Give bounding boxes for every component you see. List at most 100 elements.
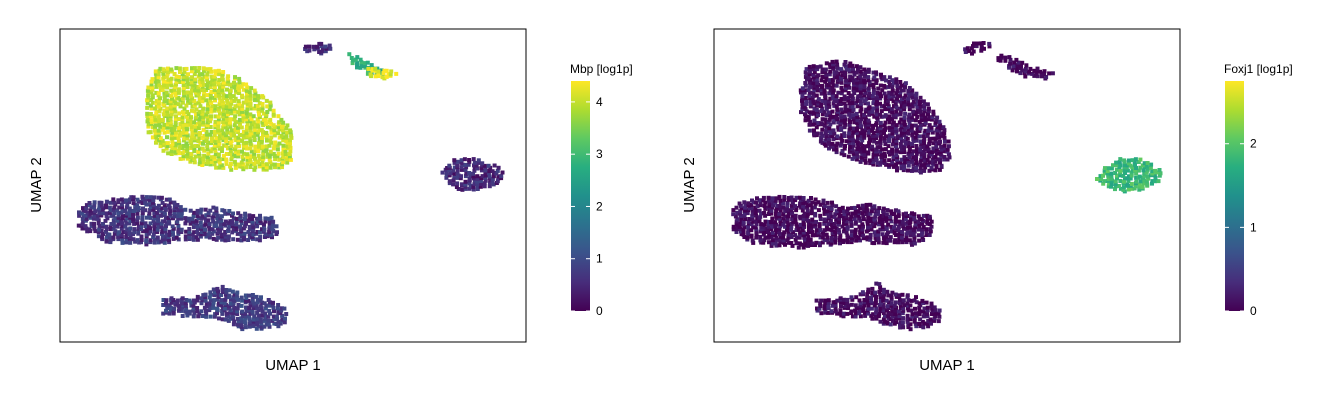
hex-bin xyxy=(93,229,98,234)
hex-bin xyxy=(180,151,185,156)
hex-bin xyxy=(899,104,904,109)
hex-bin xyxy=(811,93,816,98)
hex-bin xyxy=(832,117,837,122)
hex-bin xyxy=(835,112,840,117)
hex-bin xyxy=(801,230,806,235)
hex-bin xyxy=(169,112,174,117)
hex-bin xyxy=(930,306,935,311)
hex-bin xyxy=(859,133,864,138)
hex-bin xyxy=(853,233,858,238)
hex-bin xyxy=(235,312,240,316)
hex-bin xyxy=(175,219,180,224)
hex-bin xyxy=(857,216,862,221)
hex-bin xyxy=(277,141,282,146)
hex-bin xyxy=(208,306,213,310)
hex-bin xyxy=(234,144,239,149)
hex-bin xyxy=(910,133,915,138)
hex-bin xyxy=(254,326,259,331)
hex-bin xyxy=(191,235,196,240)
hex-bin xyxy=(172,72,177,76)
hex-bin xyxy=(284,139,289,144)
hex-bin xyxy=(786,232,791,237)
hex-bin xyxy=(927,115,932,120)
hex-bin xyxy=(249,149,254,154)
hex-bin xyxy=(793,220,798,225)
hex-bin xyxy=(872,114,877,119)
hex-bin xyxy=(192,230,197,235)
hex-bin xyxy=(793,204,798,209)
hex-bin xyxy=(366,67,371,71)
hex-bin xyxy=(206,213,211,218)
hex-bin xyxy=(162,211,167,216)
hex-bin xyxy=(892,104,896,109)
hex-bin xyxy=(252,314,257,319)
hex-bin xyxy=(910,314,915,319)
hex-bin xyxy=(882,314,887,319)
hex-bin xyxy=(228,162,233,166)
hex-bin xyxy=(166,120,171,125)
hex-bin xyxy=(255,310,260,315)
hex-bin xyxy=(347,52,352,57)
hex-bin xyxy=(152,211,157,216)
hex-bin xyxy=(832,99,837,103)
hex-bin xyxy=(255,300,260,305)
hex-bin xyxy=(819,101,824,106)
hex-bin xyxy=(178,144,183,149)
hex-bin xyxy=(923,128,928,133)
hex-bin xyxy=(922,137,927,141)
hex-bin xyxy=(455,175,460,180)
hex-bin xyxy=(888,317,893,322)
hex-bin xyxy=(254,294,259,299)
hex-bin xyxy=(195,237,200,242)
hex-bin xyxy=(878,123,883,128)
hex-bin xyxy=(813,211,818,216)
hex-bin xyxy=(930,160,935,165)
hex-bin xyxy=(246,229,251,234)
hex-bin xyxy=(1128,176,1133,181)
hex-bin xyxy=(801,214,806,218)
hex-bin xyxy=(167,221,172,226)
hex-bin xyxy=(160,211,165,216)
hex-bin xyxy=(930,309,935,314)
hex-bin xyxy=(1142,171,1147,176)
hex-bin xyxy=(263,116,268,121)
hex-bin xyxy=(803,114,808,119)
hex-bin xyxy=(805,208,810,213)
hex-bin xyxy=(898,325,903,330)
hex-bin xyxy=(891,164,896,169)
hex-bin xyxy=(180,130,185,135)
hex-bin xyxy=(887,158,892,163)
hex-bin xyxy=(849,222,854,227)
hex-bin xyxy=(906,144,911,149)
hex-bin xyxy=(897,316,901,321)
hex-bin xyxy=(166,82,170,87)
hex-bin xyxy=(1138,179,1143,184)
hex-bin xyxy=(185,136,190,141)
hex-bin xyxy=(937,308,942,313)
hex-bin xyxy=(820,117,825,122)
hex-bin xyxy=(855,104,860,109)
hex-bin xyxy=(896,214,901,219)
hex-bin xyxy=(855,80,860,85)
hex-bin xyxy=(828,96,833,101)
hex-bin xyxy=(242,87,246,92)
hex-bin xyxy=(188,139,193,144)
hex-bin xyxy=(217,141,222,146)
hex-bin xyxy=(921,309,926,314)
hex-bin xyxy=(219,300,224,305)
hex-bin xyxy=(258,319,263,324)
hex-bin xyxy=(868,146,872,151)
hex-bin xyxy=(927,222,932,226)
hex-bin xyxy=(867,109,872,114)
hex-bin xyxy=(778,234,783,239)
hex-bin xyxy=(232,298,237,303)
hex-bin xyxy=(831,90,835,95)
hex-bin xyxy=(812,78,817,82)
hex-bin xyxy=(779,221,783,226)
hex-bin xyxy=(890,78,895,83)
hex-bin xyxy=(236,211,241,216)
hex-bin xyxy=(179,230,184,234)
hex-bin xyxy=(828,62,833,67)
hex-bin xyxy=(837,216,842,221)
hex-bin xyxy=(180,72,185,77)
